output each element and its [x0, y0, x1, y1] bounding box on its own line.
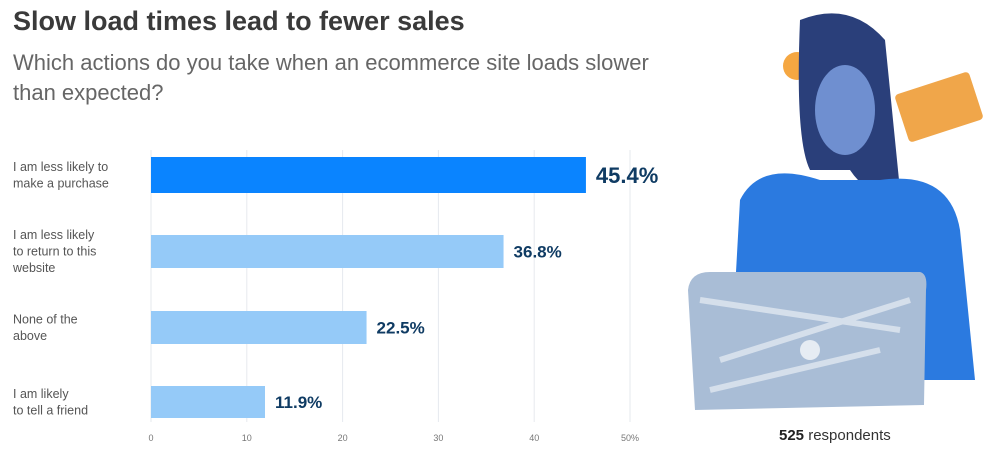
x-tick-label: 20: [338, 433, 348, 443]
respondents-count: 525 respondents: [779, 427, 891, 444]
bar: [151, 235, 504, 268]
woman-with-laptop-illustration: [688, 13, 983, 410]
chart-subtitle: Which actions do you take when an ecomme…: [13, 50, 649, 105]
value-label: 36.8%: [514, 243, 562, 262]
bar: [151, 311, 367, 344]
bar: [151, 157, 586, 193]
category-label: I am less likely to make a purchase: [13, 160, 109, 191]
x-tick-label: 50%: [621, 433, 639, 443]
category-label: None of the above: [13, 312, 78, 343]
x-tick-label: 30: [433, 433, 443, 443]
x-tick-label: 10: [242, 433, 252, 443]
value-label: 45.4%: [596, 163, 658, 188]
category-label: I am likely to tell a friend: [13, 387, 88, 418]
respondents-label: respondents: [808, 427, 891, 444]
value-label: 22.5%: [377, 319, 425, 338]
category-label: I am less likely to return to this website: [12, 228, 96, 275]
chart-title: Slow load times lead to fewer sales: [13, 6, 465, 36]
respondents-number: 525: [779, 427, 805, 444]
bar: [151, 386, 266, 418]
x-tick-label: 0: [148, 433, 153, 443]
value-label: 11.9%: [275, 393, 322, 412]
x-tick-label: 40: [529, 433, 539, 443]
